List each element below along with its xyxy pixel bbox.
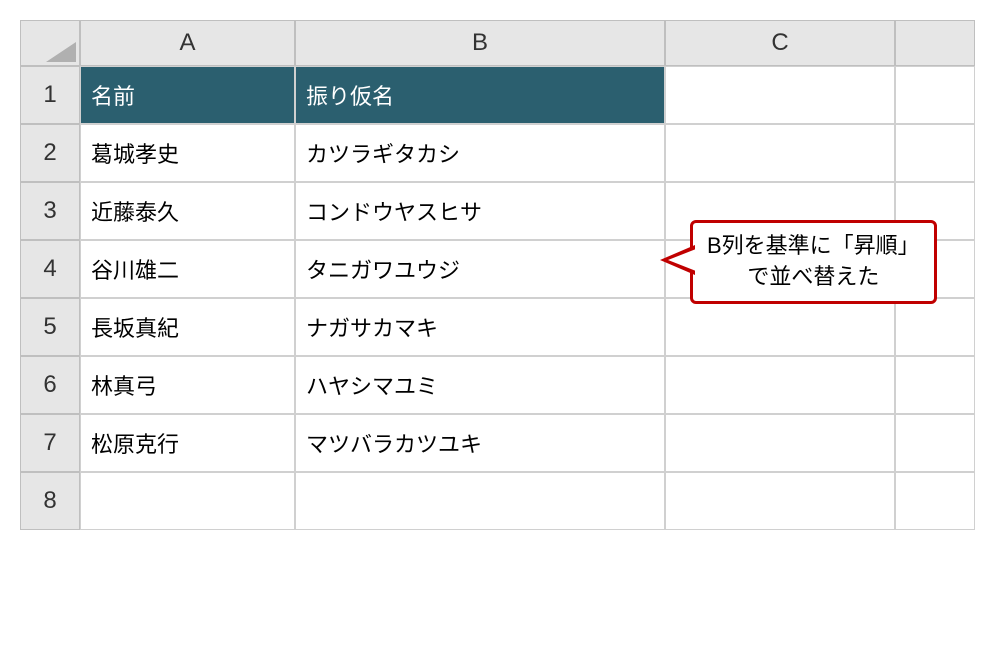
cell-a7[interactable]: 松原克行 [80, 414, 295, 472]
cell-b6[interactable]: ハヤシマユミ [295, 356, 665, 414]
cell-b5[interactable]: ナガサカマキ [295, 298, 665, 356]
cell-d5[interactable] [895, 298, 975, 356]
cell-d2[interactable] [895, 124, 975, 182]
cell-b1[interactable]: 振り仮名 [295, 66, 665, 124]
cell-c5[interactable] [665, 298, 895, 356]
cell-a5[interactable]: 長坂真紀 [80, 298, 295, 356]
cell-b2[interactable]: カツラギタカシ [295, 124, 665, 182]
cell-c2[interactable] [665, 124, 895, 182]
cell-c8[interactable] [665, 472, 895, 530]
row-header-4[interactable]: 4 [20, 240, 80, 298]
row-6: 6 林真弓 ハヤシマユミ [20, 356, 975, 414]
cell-a3[interactable]: 近藤泰久 [80, 182, 295, 240]
cell-b3[interactable]: コンドウヤスヒサ [295, 182, 665, 240]
cell-b7[interactable]: マツバラカツユキ [295, 414, 665, 472]
row-header-5[interactable]: 5 [20, 298, 80, 356]
row-header-1[interactable]: 1 [20, 66, 80, 124]
row-1: 1 名前 振り仮名 [20, 66, 975, 124]
column-header-c[interactable]: C [665, 20, 895, 66]
cell-c6[interactable] [665, 356, 895, 414]
callout-text-line2: で並べ替えた [747, 264, 879, 289]
cell-d1[interactable] [895, 66, 975, 124]
cell-a4[interactable]: 谷川雄二 [80, 240, 295, 298]
row-8: 8 [20, 472, 975, 530]
annotation-callout: B列を基準に「昇順」 で並べ替えた [690, 220, 937, 304]
cell-b4[interactable]: タニガワユウジ [295, 240, 665, 298]
cell-a6[interactable]: 林真弓 [80, 356, 295, 414]
cell-c1[interactable] [665, 66, 895, 124]
column-header-row: A B C [20, 20, 975, 66]
row-5: 5 長坂真紀 ナガサカマキ [20, 298, 975, 356]
row-header-2[interactable]: 2 [20, 124, 80, 182]
callout-text-line1: B列を基準に「昇順」 [707, 233, 920, 258]
row-header-8[interactable]: 8 [20, 472, 80, 530]
cell-c7[interactable] [665, 414, 895, 472]
row-header-3[interactable]: 3 [20, 182, 80, 240]
row-header-7[interactable]: 7 [20, 414, 80, 472]
column-header-b[interactable]: B [295, 20, 665, 66]
column-header-d[interactable] [895, 20, 975, 66]
cell-a8[interactable] [80, 472, 295, 530]
cell-a2[interactable]: 葛城孝史 [80, 124, 295, 182]
cell-d7[interactable] [895, 414, 975, 472]
row-2: 2 葛城孝史 カツラギタカシ [20, 124, 975, 182]
row-header-6[interactable]: 6 [20, 356, 80, 414]
select-all-corner[interactable] [20, 20, 80, 66]
cell-b8[interactable] [295, 472, 665, 530]
cell-d8[interactable] [895, 472, 975, 530]
column-header-a[interactable]: A [80, 20, 295, 66]
cell-a1[interactable]: 名前 [80, 66, 295, 124]
cell-d6[interactable] [895, 356, 975, 414]
row-7: 7 松原克行 マツバラカツユキ [20, 414, 975, 472]
